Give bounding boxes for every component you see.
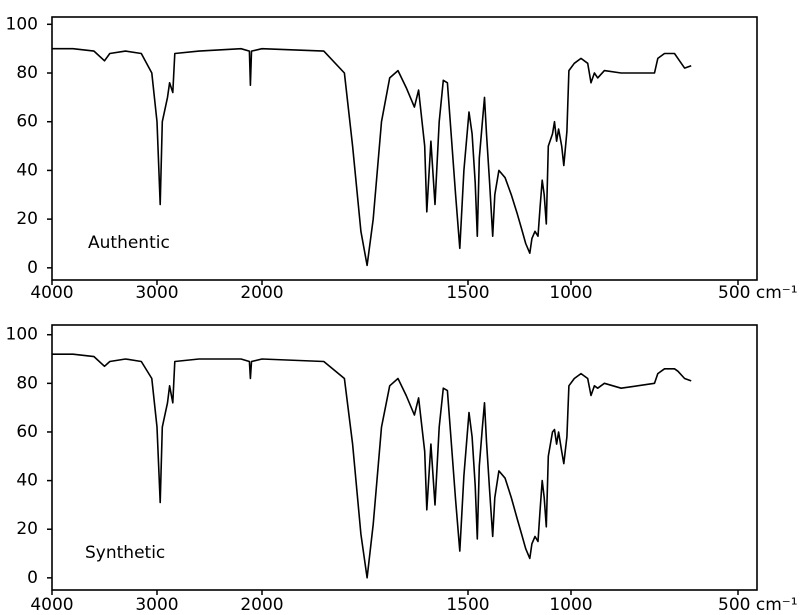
y-tick-label: 100 (6, 14, 38, 34)
y-tick-label: 40 (16, 160, 38, 180)
y-tick-label: 60 (16, 422, 38, 442)
y-tick-label: 20 (16, 209, 38, 229)
y-tick-label: 80 (16, 373, 38, 393)
x-tick-label: 1500 (446, 595, 489, 615)
y-tick-label: 0 (27, 568, 38, 588)
x-tick-label: 4000 (30, 283, 73, 303)
x-tick-label: 2000 (240, 595, 283, 615)
y-tick-label: 100 (6, 325, 38, 345)
y-tick-label: 80 (16, 63, 38, 83)
x-tick-label: 500 cm⁻¹ (718, 595, 798, 615)
x-tick-label: 500 cm⁻¹ (718, 283, 798, 303)
x-tick-label: 1000 (549, 283, 592, 303)
y-tick-label: 0 (27, 258, 38, 278)
y-tick-label: 60 (16, 112, 38, 132)
x-tick-label: 1000 (549, 595, 592, 615)
y-tick-label: 40 (16, 471, 38, 491)
x-tick-label: 1500 (446, 283, 489, 303)
annotation: Synthetic (85, 543, 165, 563)
x-tick-label: 3000 (135, 595, 178, 615)
plot-frame (51, 16, 758, 281)
x-tick-label: 2000 (240, 283, 283, 303)
plot-frame (51, 324, 758, 591)
y-tick-label: 20 (16, 519, 38, 539)
annotation: Authentic (88, 233, 170, 253)
x-tick-label: 3000 (135, 283, 178, 303)
x-tick-label: 4000 (30, 595, 73, 615)
spectrum-line (52, 47, 692, 267)
spectrum-line (52, 353, 692, 579)
